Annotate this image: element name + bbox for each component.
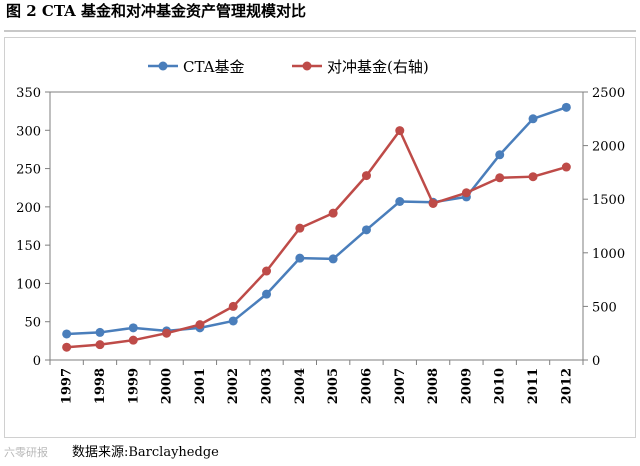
- left-tick-label: 300: [16, 124, 41, 139]
- left-tick-label: 0: [33, 354, 41, 369]
- data-point: [561, 102, 571, 112]
- data-point: [128, 335, 138, 345]
- data-point: [328, 254, 338, 264]
- legend-marker: [158, 61, 168, 71]
- data-point: [395, 126, 405, 136]
- data-point: [461, 188, 471, 198]
- title-divider: [4, 30, 636, 32]
- chart-frame: [4, 37, 636, 438]
- data-point: [495, 150, 505, 160]
- right-tick-label: 0: [592, 354, 600, 369]
- data-point: [95, 340, 105, 350]
- left-tick-label: 150: [16, 239, 41, 254]
- left-tick-label: 350: [16, 86, 41, 101]
- x-tick-label: 1999: [126, 368, 141, 404]
- series-line: [66, 129, 567, 349]
- x-tick-label: 2009: [459, 368, 474, 404]
- right-tick-label: 1000: [592, 247, 625, 262]
- series-line: [66, 106, 567, 336]
- data-point: [495, 173, 505, 183]
- data-point: [162, 328, 172, 338]
- data-point: [262, 289, 272, 299]
- data-point: [361, 225, 371, 235]
- series-2: [62, 126, 571, 352]
- data-point: [295, 253, 305, 263]
- left-tick-label: 250: [16, 163, 41, 178]
- x-tick-label: 2005: [326, 368, 341, 404]
- data-point: [128, 323, 138, 333]
- watermark-text: 六零研报: [4, 446, 48, 459]
- data-point: [395, 196, 405, 206]
- series-layer: [62, 102, 571, 352]
- data-point: [262, 266, 272, 276]
- x-axis: 1997 1998 1999 2000 2001 2002 2003 2004 2005 2006…: [49, 360, 584, 404]
- data-point: [428, 198, 438, 208]
- x-tick-label: 2007: [393, 368, 408, 404]
- data-point: [228, 316, 238, 326]
- legend-label: 对冲基金(右轴): [327, 58, 429, 76]
- data-source-note: 数据来源:Barclayhedge: [72, 445, 219, 460]
- x-tick-label: 2012: [559, 368, 574, 404]
- data-point: [295, 223, 305, 233]
- x-tick-label: 2002: [226, 368, 241, 404]
- right-tick-label: 1500: [592, 193, 625, 208]
- data-point: [528, 114, 538, 124]
- x-tick-label: 2004: [293, 368, 308, 404]
- left-axis: 0 50 100 150 200 250 300 350: [16, 86, 50, 369]
- x-tick-label: 2006: [359, 368, 374, 404]
- x-tick-label: 2003: [260, 368, 275, 404]
- legend-label: CTA基金: [183, 58, 245, 76]
- right-axis: 0 500 1000 1500 2000 2500: [583, 86, 625, 369]
- data-point: [528, 172, 538, 182]
- left-tick-label: 50: [24, 316, 41, 331]
- data-point: [195, 320, 205, 330]
- right-tick-label: 2000: [592, 140, 625, 155]
- x-tick-label: 2010: [493, 368, 508, 404]
- data-point: [561, 162, 571, 172]
- x-tick-label: 1997: [60, 368, 75, 404]
- data-point: [62, 342, 72, 352]
- x-tick-label: 2000: [160, 368, 175, 404]
- legend-marker: [302, 61, 312, 71]
- data-point: [62, 329, 72, 339]
- data-point: [361, 171, 371, 181]
- right-tick-label: 500: [592, 300, 617, 315]
- plot-area: [49, 91, 584, 361]
- x-tick-label: 2011: [526, 368, 541, 404]
- left-tick-label: 100: [16, 277, 41, 292]
- data-point: [95, 327, 105, 337]
- data-point: [228, 301, 238, 311]
- plot-border: [49, 91, 584, 361]
- right-tick-label: 2500: [592, 86, 625, 101]
- legend: CTA基金 对冲基金(右轴): [148, 58, 429, 76]
- data-point: [328, 208, 338, 218]
- x-tick-label: 1998: [93, 368, 108, 404]
- x-tick-label: 2001: [193, 368, 208, 404]
- left-tick-label: 200: [16, 201, 41, 216]
- chart-title: 图 2 CTA 基金和对冲基金资产管理规模对比: [6, 2, 307, 20]
- x-tick-label: 2008: [426, 368, 441, 404]
